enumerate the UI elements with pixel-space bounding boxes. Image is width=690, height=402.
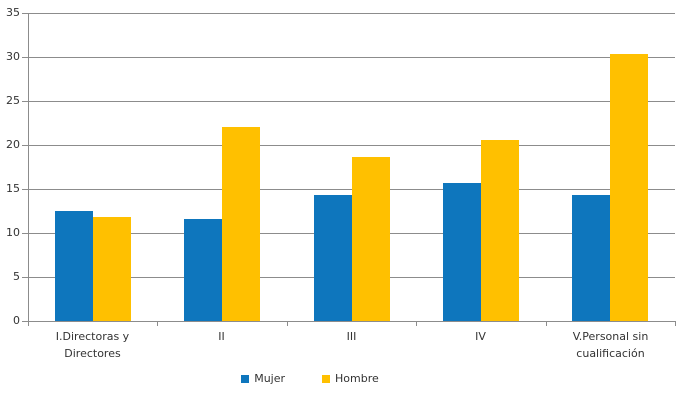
x-axis-category-label: V.Personal sin cualificación bbox=[572, 330, 649, 360]
y-axis-tick-label: 0 bbox=[13, 314, 20, 327]
bar-mujer-0 bbox=[55, 211, 93, 321]
gridline bbox=[28, 13, 675, 14]
legend-label-hombre: Hombre bbox=[335, 372, 379, 385]
legend: Mujer Hombre bbox=[0, 373, 655, 385]
x-axis-category-label: III bbox=[346, 330, 357, 343]
bar-hombre-4 bbox=[610, 54, 648, 321]
legend-label-mujer: Mujer bbox=[254, 372, 286, 385]
gridline bbox=[28, 101, 675, 102]
x-axis-tick bbox=[416, 321, 417, 326]
y-axis-tick-label: 25 bbox=[6, 94, 20, 107]
x-axis-tick bbox=[546, 321, 547, 326]
bar-mujer-4 bbox=[572, 195, 610, 321]
bar-hombre-0 bbox=[93, 217, 131, 321]
x-axis-category-label: II bbox=[218, 330, 225, 343]
gridline bbox=[28, 189, 675, 190]
bar-mujer-2 bbox=[314, 195, 352, 321]
gridline bbox=[28, 57, 675, 58]
bar-hombre-1 bbox=[222, 127, 260, 321]
x-axis-tick bbox=[157, 321, 158, 326]
y-axis-line bbox=[28, 13, 29, 321]
gridline bbox=[28, 145, 675, 146]
y-axis-tick bbox=[22, 13, 28, 14]
bar-mujer-1 bbox=[184, 219, 222, 321]
y-axis-tick bbox=[22, 101, 28, 102]
y-axis-tick bbox=[22, 57, 28, 58]
x-axis-tick bbox=[675, 321, 676, 326]
x-axis-tick bbox=[287, 321, 288, 326]
legend-item-hombre: Hombre bbox=[322, 373, 379, 385]
y-axis-tick-label: 35 bbox=[6, 6, 20, 19]
x-axis-tick bbox=[28, 321, 29, 326]
y-axis-tick-label: 30 bbox=[6, 50, 20, 63]
bar-hombre-2 bbox=[352, 157, 390, 321]
legend-swatch-mujer-icon bbox=[241, 375, 250, 383]
y-axis-tick-label: 10 bbox=[6, 226, 20, 239]
y-axis-tick-label: 20 bbox=[6, 138, 20, 151]
y-axis-tick-label: 5 bbox=[13, 270, 20, 283]
legend-swatch-hombre-icon bbox=[322, 375, 331, 383]
y-axis-tick bbox=[22, 233, 28, 234]
y-axis-tick bbox=[22, 321, 28, 322]
bar-hombre-3 bbox=[481, 140, 519, 321]
x-axis-category-label: I.Directoras y Directores bbox=[55, 330, 130, 360]
x-axis-line bbox=[28, 321, 675, 322]
legend-item-mujer: Mujer bbox=[241, 373, 285, 385]
bar-mujer-3 bbox=[443, 183, 481, 321]
y-axis-tick-label: 15 bbox=[6, 182, 20, 195]
y-axis-tick bbox=[22, 189, 28, 190]
y-axis-tick bbox=[22, 277, 28, 278]
y-axis-tick bbox=[22, 145, 28, 146]
x-axis-category-label: IV bbox=[475, 330, 486, 343]
